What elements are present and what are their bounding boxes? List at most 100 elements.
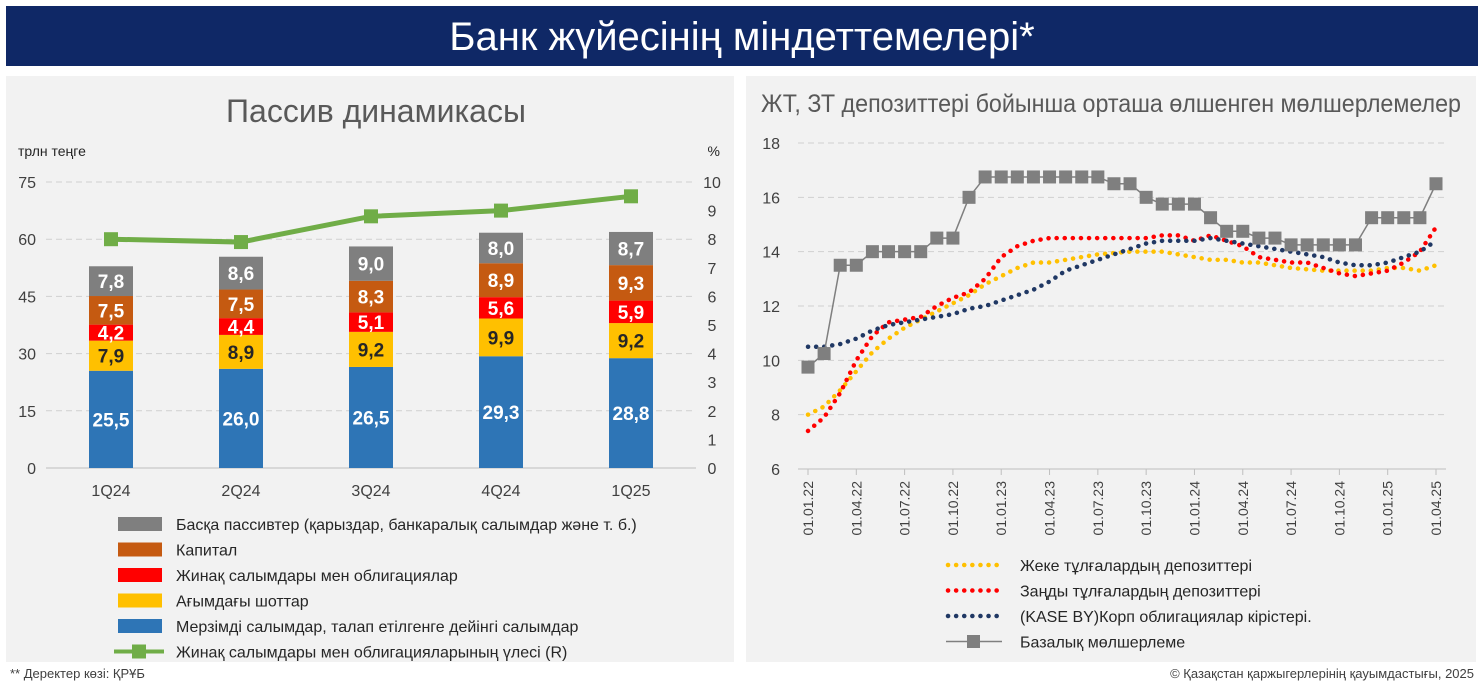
bar-data-label: 26,0 — [223, 409, 260, 430]
legend-label: Жинақ салымдары мен облигацияларының үле… — [176, 645, 567, 662]
x-tick-label: 01.01.24 — [1186, 481, 1202, 536]
bar-segment — [479, 232, 523, 264]
bar-data-label: 29,3 — [483, 403, 520, 424]
bar-data-label: 7,8 — [98, 272, 124, 293]
bar-segment — [349, 312, 393, 332]
x-tick-label: 01.04.23 — [1042, 481, 1058, 536]
bar-segment — [219, 334, 263, 369]
bar-segment — [349, 246, 393, 281]
x-tick-label: 01.04.22 — [848, 481, 864, 536]
x-tick-label: 01.01.23 — [993, 481, 1009, 536]
base-rate-marker — [1397, 211, 1411, 225]
y2-tick-label: 1 — [708, 432, 717, 449]
x-tick-label: 3Q24 — [351, 483, 390, 500]
x-tick-label: 01.10.23 — [1138, 481, 1154, 536]
legend-swatch — [118, 517, 162, 531]
bar-data-label: 7,5 — [228, 295, 255, 316]
y2-tick-label: 9 — [708, 204, 717, 221]
base-rate-marker — [1284, 238, 1298, 252]
base-rate-marker — [1059, 170, 1073, 184]
legend-label: (KASE BY)Корп облигациялар кірістері. — [1020, 609, 1312, 626]
base-rate-marker — [1043, 170, 1057, 184]
x-tick-label: 01.04.25 — [1428, 481, 1444, 536]
legend-swatch — [118, 568, 162, 582]
x-tick-label: 01.01.25 — [1380, 481, 1396, 536]
bar-data-label: 8,9 — [228, 343, 254, 364]
x-tick-label: 01.01.22 — [800, 481, 816, 536]
bar-data-label: 8,7 — [618, 240, 644, 261]
y-tick-label: 0 — [27, 461, 36, 478]
y2-tick-label: 2 — [708, 404, 717, 421]
base-rate-marker — [1026, 170, 1040, 184]
bar-data-label: 5,9 — [618, 303, 644, 324]
y2-tick-label: 6 — [708, 289, 717, 306]
legend-marker-swatch — [967, 635, 980, 648]
bar-data-label: 8,0 — [488, 239, 514, 260]
base-rate-marker — [833, 258, 847, 272]
base-rate-marker — [994, 170, 1008, 184]
y2-tick-label: 3 — [708, 375, 717, 392]
y2-tick-label: 5 — [708, 318, 717, 335]
bar-segment — [89, 340, 133, 371]
base-rate-marker — [1107, 177, 1121, 191]
left-chart-panel: Пассив динамикасы трлн теңге% 0 15 30 45 60 75 0… — [6, 76, 734, 662]
legend-label: Базалық мөлшерлеме — [1020, 635, 1185, 652]
base-rate-marker — [1091, 170, 1105, 184]
bar-data-label: 9,3 — [618, 274, 644, 295]
bar-data-label: 9,2 — [358, 340, 384, 361]
bar-segment — [89, 324, 133, 341]
bar-data-label: 4,4 — [228, 318, 255, 339]
y-tick-label: 30 — [18, 347, 36, 364]
base-rate-marker — [978, 170, 992, 184]
bar-data-label: 28,8 — [613, 404, 650, 425]
x-tick-label: 01.07.24 — [1283, 481, 1299, 536]
legend-swatch — [118, 619, 162, 633]
x-tick-label: 2Q24 — [221, 483, 260, 500]
y2-tick-label: 4 — [708, 347, 717, 364]
base-rate-marker — [1429, 177, 1443, 191]
bar-data-label: 9,2 — [618, 332, 644, 353]
y-tick-label: 60 — [18, 232, 36, 249]
bar-segment — [609, 323, 653, 359]
legend-label: Капитал — [176, 543, 237, 560]
base-rate-marker — [1187, 197, 1201, 211]
base-rate-line — [807, 176, 1437, 368]
bar-data-label: 25,5 — [93, 410, 130, 431]
base-rate-marker — [1236, 224, 1250, 238]
base-rate-marker — [1348, 238, 1362, 252]
bar-segment — [219, 289, 263, 319]
share-marker — [624, 189, 638, 204]
bar-segment — [89, 370, 133, 468]
chart-title: Пассив динамикасы — [226, 93, 526, 129]
bar-data-label: 9,0 — [358, 255, 384, 276]
base-rate-marker — [882, 245, 896, 259]
bar-data-label: 5,1 — [358, 313, 385, 334]
y-tick-label: 14 — [762, 245, 780, 262]
y-tick-label: 75 — [18, 175, 36, 192]
bar-segment — [479, 263, 523, 298]
bar-segment — [349, 280, 393, 313]
legend-label: Заңды тұлғалардың депозиттері — [1020, 584, 1261, 601]
legend-label: Жеке тұлғалардың депозиттері — [1020, 558, 1252, 575]
bar-segment — [479, 297, 523, 319]
bar-segment — [89, 296, 133, 325]
base-rate-marker — [1316, 238, 1330, 252]
legend-label: Ағымдағы шоттар — [176, 594, 309, 611]
legend-swatch — [118, 593, 162, 608]
x-tick-label: 01.07.23 — [1090, 481, 1106, 536]
base-rate-marker — [962, 190, 976, 204]
base-rate-marker — [1171, 197, 1185, 211]
chart-title: ЖТ, ЗТ депозиттері бойынша орташа өлшенг… — [761, 90, 1461, 118]
bar-segment — [349, 366, 393, 468]
page-title: Банк жүйесінің міндеттемелері* — [6, 6, 1478, 66]
base-rate-marker — [1010, 170, 1024, 184]
x-tick-label: 01.10.24 — [1331, 481, 1347, 536]
x-tick-label: 4Q24 — [481, 483, 520, 500]
x-tick-label: 01.04.24 — [1235, 481, 1251, 536]
x-tick-label: 1Q24 — [91, 483, 130, 500]
bar-segment — [609, 265, 653, 301]
y2-axis-label: % — [708, 143, 720, 159]
bar-segment — [479, 356, 523, 468]
bar-data-label: 4,2 — [98, 324, 124, 345]
